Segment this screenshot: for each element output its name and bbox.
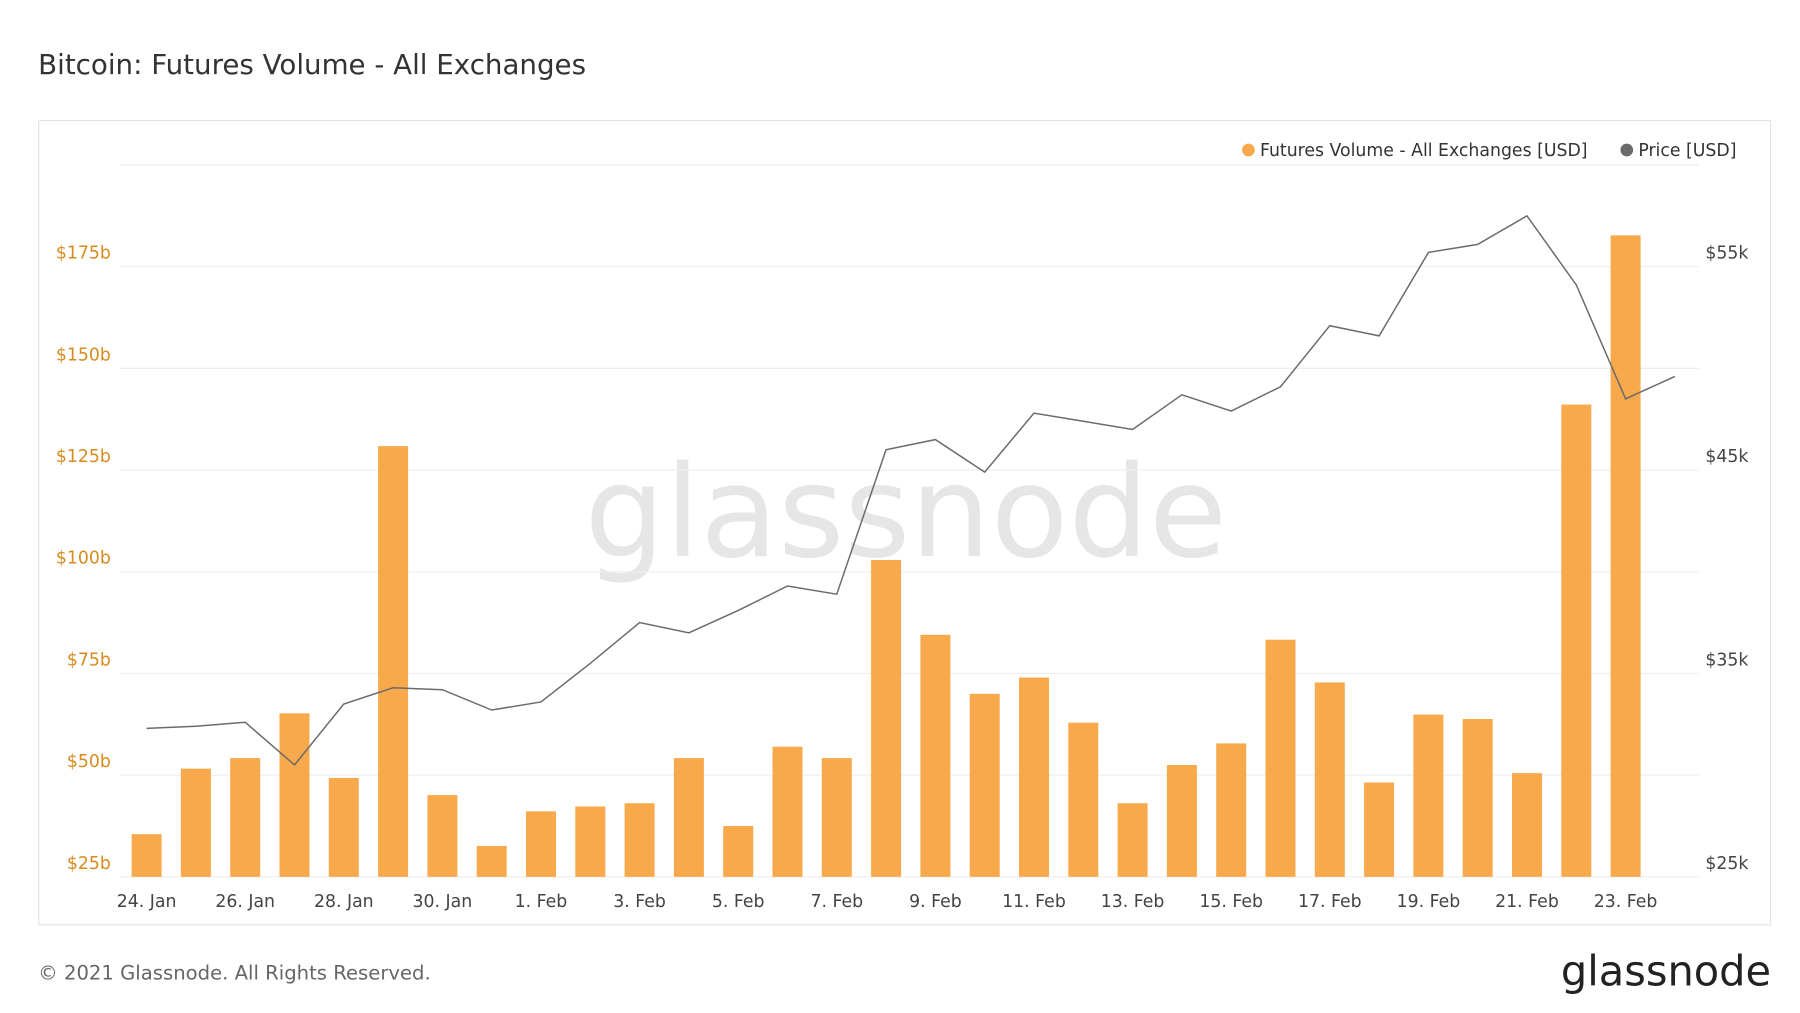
x-tick-label: 19. Feb <box>1397 892 1461 912</box>
y-tick-label: $100b <box>56 549 111 569</box>
bar <box>1265 639 1296 877</box>
bar <box>821 758 852 877</box>
bar <box>673 758 704 877</box>
x-tick-label: 1. Feb <box>515 892 568 912</box>
bar <box>1610 235 1641 877</box>
bar <box>871 559 902 877</box>
x-tick-label: 9. Feb <box>909 892 962 912</box>
y-tick-label: $50b <box>67 752 111 772</box>
y-tick-label: $25b <box>67 854 111 874</box>
bar <box>1068 722 1099 877</box>
bar <box>1462 719 1493 877</box>
footer: © 2021 Glassnode. All Rights Reserved. <box>38 962 431 985</box>
x-tick-label: 13. Feb <box>1101 892 1165 912</box>
y-tick-label: $75b <box>67 650 111 670</box>
bar <box>427 795 458 877</box>
bar <box>131 834 162 877</box>
bar <box>723 826 754 877</box>
chart-title: Bitcoin: Futures Volume - All Exchanges <box>38 48 586 81</box>
y-tick-label: $175b <box>56 244 111 264</box>
x-tick-label: 23. Feb <box>1594 892 1658 912</box>
x-tick-label: 21. Feb <box>1495 892 1559 912</box>
bar <box>279 713 310 877</box>
bar <box>525 811 556 877</box>
x-tick-label: 11. Feb <box>1002 892 1066 912</box>
x-tick-label: 15. Feb <box>1199 892 1263 912</box>
x-tick-label: 17. Feb <box>1298 892 1362 912</box>
bar <box>1364 782 1395 877</box>
logo: glassnode <box>1561 946 1771 995</box>
bar <box>1117 803 1148 877</box>
bar <box>969 693 1000 877</box>
bar <box>1166 764 1197 877</box>
chart-frame <box>38 119 1772 926</box>
x-tick-label: 30. Jan <box>413 892 473 912</box>
bar <box>624 803 655 877</box>
bar <box>1018 677 1049 877</box>
x-tick-label: 26. Jan <box>215 892 275 912</box>
bar <box>180 768 211 877</box>
y-tick-label: $125b <box>56 447 111 467</box>
bar <box>1216 743 1247 877</box>
watermark: glassnode <box>585 438 1228 586</box>
bar <box>328 778 359 877</box>
bar <box>1413 714 1444 877</box>
legend-marker <box>1620 143 1634 157</box>
legend-label: Price [USD] <box>1638 141 1736 161</box>
y-tick-label: $150b <box>56 345 111 365</box>
bar <box>230 758 261 877</box>
bar <box>1511 773 1542 877</box>
x-tick-label: 3. Feb <box>613 892 666 912</box>
x-tick-label: 7. Feb <box>810 892 863 912</box>
bar <box>920 634 951 877</box>
bar <box>575 806 606 877</box>
y2-tick-label: $35k <box>1705 650 1748 670</box>
y2-tick-label: $25k <box>1705 854 1748 874</box>
legend-marker <box>1242 143 1255 157</box>
bar <box>476 845 507 877</box>
bar <box>772 746 803 877</box>
x-tick-label: 28. Jan <box>314 892 374 912</box>
legend-label: Futures Volume - All Exchanges [USD] <box>1260 141 1588 161</box>
x-tick-label: 24. Jan <box>117 892 177 912</box>
y2-tick-label: $45k <box>1705 447 1748 467</box>
y2-tick-label: $55k <box>1705 244 1748 264</box>
price-line <box>146 214 1676 767</box>
bar <box>1561 404 1592 877</box>
bar <box>1314 682 1345 877</box>
x-tick-label: 5. Feb <box>712 892 765 912</box>
bar <box>378 446 409 877</box>
